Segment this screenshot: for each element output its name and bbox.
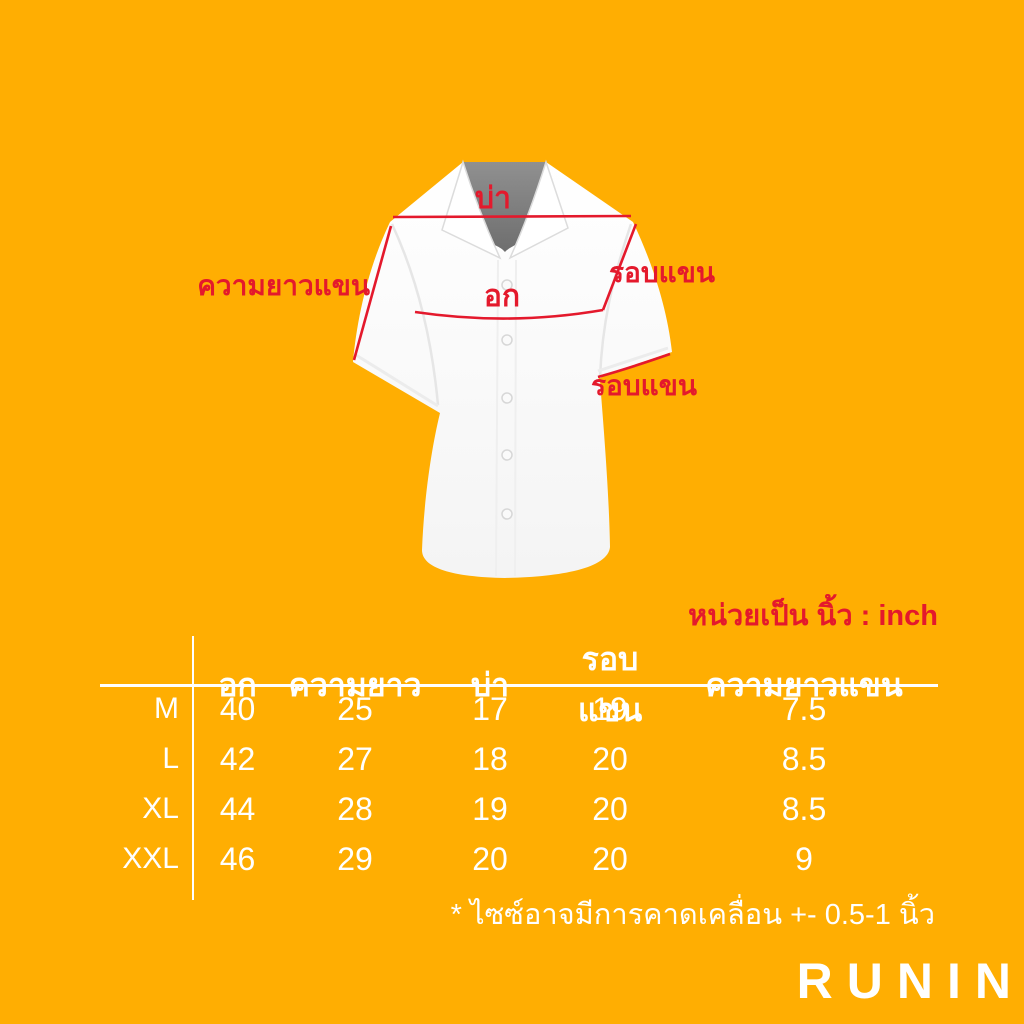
arm-round-top-label: รอบแขน — [609, 257, 715, 288]
sleeve-length-measure-line — [352, 225, 393, 361]
shirt-body — [353, 162, 672, 578]
row-sleeve-length: 8.5 — [781, 790, 827, 827]
buttons — [501, 279, 513, 520]
table-header-divider — [100, 684, 938, 687]
row-size: M — [154, 692, 179, 725]
shirt-diagram: บ่า ความยาวแขน รอบแขน อก รอบแขน — [197, 159, 715, 578]
row-length: 27 — [337, 740, 373, 777]
row-chest: 40 — [219, 690, 256, 727]
row-arm-round: 19 — [592, 690, 628, 727]
row-size: XXL — [122, 842, 179, 875]
row-shoulder: 20 — [472, 840, 508, 877]
row-arm-round: 20 — [592, 840, 628, 877]
row-shoulder: 17 — [472, 690, 508, 727]
sleeve-length-label: ความยาวแขน — [197, 270, 370, 301]
row-length: 25 — [337, 690, 373, 727]
shoulder-label: บ่า — [475, 182, 511, 215]
arm-round-top-measure-line — [601, 223, 638, 311]
row-size: L — [162, 742, 179, 775]
size-table: อก ความยาว บ่า รอบแขน ความยาวแขน M 40 25… — [100, 634, 938, 900]
table-header-row: อก ความยาว บ่า รอบแขน ความยาวแขน — [100, 634, 938, 728]
chest-measure-line — [414, 308, 604, 320]
row-shoulder: 19 — [472, 790, 508, 827]
brand-logo: RUNIN — [797, 952, 1011, 1010]
left-armhole-seam — [390, 223, 440, 406]
chest-label: อก — [484, 280, 520, 313]
right-armhole-seam — [598, 223, 633, 379]
header-arm-round: รอบแขน — [577, 641, 643, 728]
row-arm-round: 20 — [592, 790, 628, 827]
right-sleeve-hem-seam — [597, 346, 669, 373]
row-length: 29 — [337, 840, 373, 877]
row-length: 28 — [337, 790, 373, 827]
row-size: XL — [142, 792, 179, 825]
left-sleeve-hem-seam — [355, 353, 439, 408]
shoulder-measure-line — [392, 214, 632, 219]
row-sleeve-length: 9 — [795, 840, 813, 877]
table-vertical-divider — [192, 636, 194, 900]
row-chest: 44 — [219, 790, 256, 827]
row-shoulder: 18 — [472, 740, 508, 777]
table-row: L 42 27 18 20 8.5 — [100, 734, 938, 784]
brand-logo-text: RUNIN — [796, 953, 1024, 1009]
right-collar — [508, 159, 569, 260]
unit-note: หน่วยเป็น นิ้ว : inch — [688, 600, 938, 632]
arm-round-bottom-label: รอบแขน — [591, 370, 697, 401]
size-footnote: * ไซซ์อาจมีการคาดเคลื่อน +- 0.5-1 นิ้ว — [450, 899, 935, 931]
row-chest: 42 — [219, 740, 256, 777]
arm-round-bottom-measure-line — [597, 352, 671, 379]
placket-line — [495, 259, 499, 577]
placket-line-2 — [514, 259, 517, 577]
row-arm-round: 20 — [592, 740, 628, 777]
table-row: M 40 25 17 19 7.5 — [100, 684, 938, 734]
table-row: XL 44 28 19 20 8.5 — [100, 784, 938, 834]
table-row: XXL 46 29 20 20 9 — [100, 834, 938, 884]
left-collar — [441, 159, 502, 260]
row-chest: 46 — [219, 840, 256, 877]
row-sleeve-length: 8.5 — [781, 740, 827, 777]
row-sleeve-length: 7.5 — [781, 690, 827, 727]
